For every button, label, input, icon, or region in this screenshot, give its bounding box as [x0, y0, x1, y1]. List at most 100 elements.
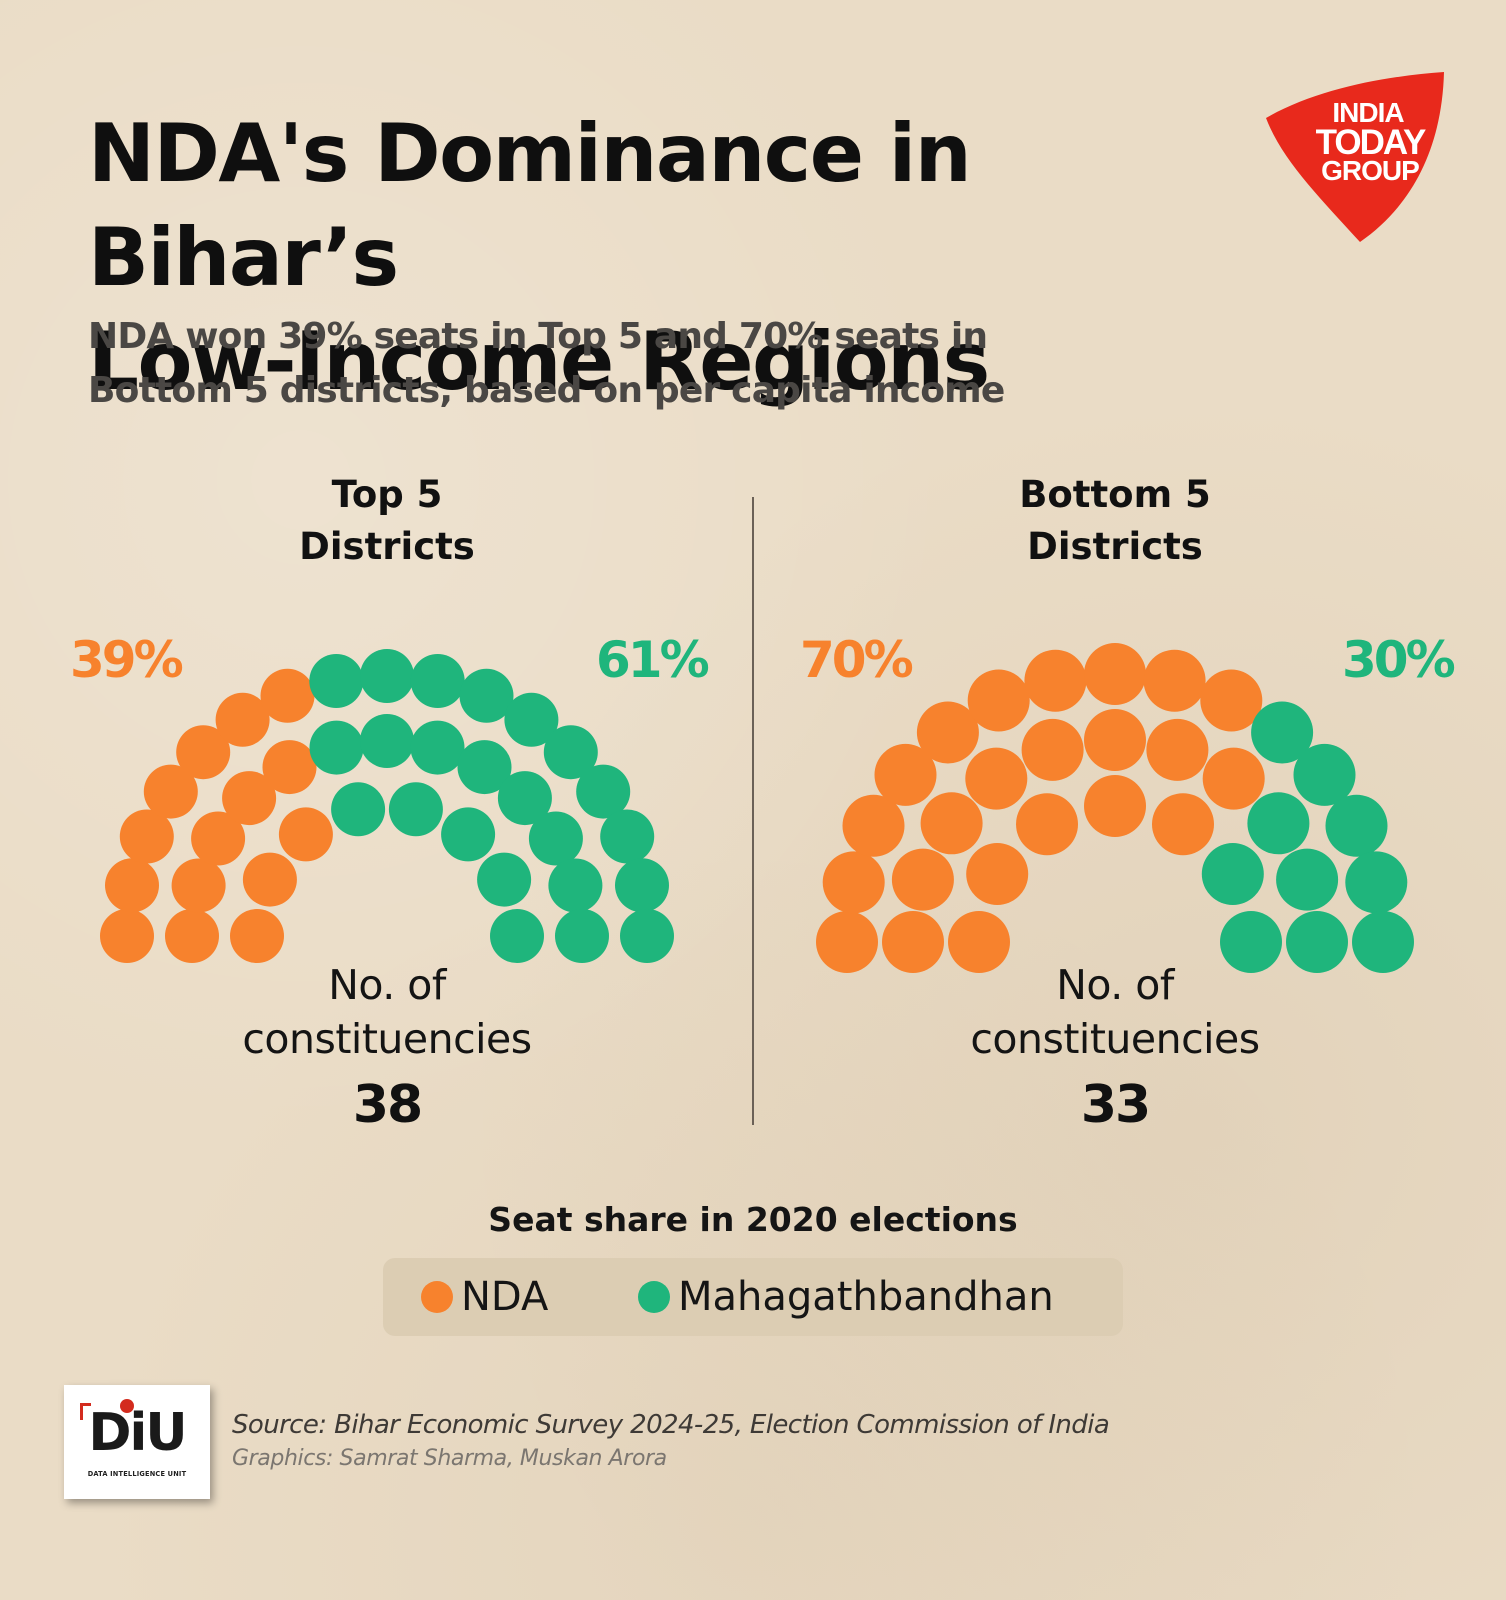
- seat-nda: [242, 852, 297, 907]
- seat-nda: [948, 911, 1010, 973]
- seat-mahagathbandhan: [459, 668, 514, 723]
- seat-nda: [1200, 669, 1263, 732]
- graphics-credit: Graphics: Samrat Sharma, Muskan Arora: [232, 1446, 667, 1471]
- seat-nda: [965, 747, 1028, 810]
- seat-mahagathbandhan: [410, 654, 465, 708]
- panel-bottom-5: Bottom 5 Districts 70% 30% No. of consti…: [800, 473, 1458, 1135]
- title-line-1: NDA's Dominance in Bihar’s: [88, 107, 972, 304]
- seat-mahagathbandhan: [1345, 851, 1408, 914]
- seat-arc: [100, 649, 674, 963]
- page-title: NDA's Dominance in Bihar’s Low-Income Re…: [88, 102, 1238, 414]
- constituencies-label-line-1: No. of: [1056, 961, 1176, 1009]
- seat-mahagathbandhan: [543, 725, 598, 780]
- seat-mahagathbandhan: [555, 909, 609, 963]
- seat-nda: [920, 792, 983, 855]
- seat-nda: [230, 909, 284, 963]
- seat-nda: [1202, 747, 1265, 810]
- india-today-group-logo: INDIA TODAY GROUP: [1266, 72, 1444, 242]
- seat-nda: [967, 669, 1030, 732]
- legend-item-nda: NDA: [421, 1258, 548, 1336]
- seat-nda: [191, 811, 246, 866]
- seat-mahagathbandhan: [548, 858, 603, 913]
- seat-mahagathbandhan: [1220, 911, 1282, 973]
- panel-top-5: Top 5 Districts 39% 61% No. of constitue…: [70, 473, 712, 1135]
- legend-label-mahagathbandhan: Mahagathbandhan: [678, 1274, 1054, 1320]
- seat-mahagathbandhan: [360, 649, 414, 703]
- seat-nda: [842, 794, 905, 857]
- seat-nda: [260, 668, 315, 723]
- seat-nda: [165, 909, 219, 963]
- seat-nda: [222, 771, 277, 826]
- seat-nda: [143, 764, 198, 819]
- seat-nda: [119, 809, 174, 864]
- seat-mahagathbandhan: [1352, 911, 1414, 973]
- seat-nda: [215, 692, 270, 747]
- seat-nda: [1084, 643, 1146, 705]
- seat-mahagathbandhan: [497, 771, 552, 826]
- legend-item-mahagathbandhan: Mahagathbandhan: [638, 1258, 1054, 1336]
- constituencies-total: 33: [1081, 1075, 1149, 1135]
- constituencies-total: 38: [353, 1075, 421, 1135]
- seat-nda: [1143, 649, 1206, 712]
- seat-mahagathbandhan: [1286, 911, 1348, 973]
- seat-mahagathbandhan: [309, 720, 364, 775]
- pct-label-mgb: 61%: [596, 631, 709, 689]
- constituencies-label-line-2: constituencies: [242, 1015, 531, 1063]
- seat-arc: [816, 643, 1414, 973]
- seat-mahagathbandhan: [410, 720, 465, 775]
- legend-dot-mahagathbandhan: [638, 1281, 670, 1313]
- seat-mahagathbandhan: [528, 811, 583, 866]
- seat-mahagathbandhan: [504, 692, 559, 747]
- seat-nda: [100, 909, 154, 963]
- panel-title-line-1: Top 5: [332, 473, 443, 516]
- logo-line-3: GROUP: [1321, 155, 1419, 186]
- seat-mahagathbandhan: [490, 909, 544, 963]
- seat-mahagathbandhan: [1251, 701, 1314, 764]
- source-credit: Source: Bihar Economic Survey 2024-25, E…: [232, 1410, 1110, 1440]
- legend-title: Seat share in 2020 elections: [488, 1200, 1018, 1239]
- logo-line-2: TODAY: [1316, 123, 1426, 162]
- pct-label-mgb: 30%: [1342, 631, 1455, 689]
- seat-mahagathbandhan: [457, 740, 512, 795]
- diu-bracket-icon: [80, 1403, 91, 1420]
- panel-title-line-2: Districts: [1027, 525, 1203, 568]
- seat-nda: [1152, 793, 1214, 856]
- seat-nda: [874, 743, 937, 806]
- panel-title-line-2: Districts: [299, 525, 475, 568]
- subtitle-line-1: NDA won 39% seats in Top 5 and 70% seats…: [88, 316, 988, 357]
- seat-nda: [891, 848, 954, 911]
- subtitle: NDA won 39% seats in Top 5 and 70% seats…: [88, 310, 1088, 418]
- seat-nda: [1024, 649, 1087, 712]
- seat-nda: [1084, 709, 1146, 771]
- diu-subtitle: DATA INTELLIGENCE UNIT: [87, 1470, 187, 1478]
- logo-line-1: INDIA: [1332, 97, 1404, 128]
- seat-nda: [262, 740, 317, 795]
- seat-nda: [171, 858, 226, 913]
- seat-mahagathbandhan: [620, 909, 674, 963]
- seat-mahagathbandhan: [576, 764, 631, 819]
- seat-mahagathbandhan: [477, 852, 532, 907]
- seat-nda: [916, 701, 979, 764]
- seat-nda: [176, 725, 231, 780]
- seat-nda: [1016, 793, 1078, 856]
- legend-dot-nda: [421, 1281, 453, 1313]
- logo-shield-shape: [1266, 72, 1444, 242]
- seat-mahagathbandhan: [1325, 794, 1388, 857]
- legend: NDA Mahagathbandhan: [383, 1258, 1123, 1336]
- legend-label-nda: NDA: [461, 1274, 549, 1320]
- seat-mahagathbandhan: [1201, 843, 1264, 905]
- seat-mahagathbandhan: [1247, 792, 1310, 855]
- subtitle-line-2: Bottom 5 districts, based on per capita …: [88, 370, 1005, 411]
- seat-nda: [882, 911, 944, 973]
- seat-mahagathbandhan: [1276, 848, 1339, 911]
- seat-mahagathbandhan: [441, 807, 496, 862]
- constituencies-label-line-2: constituencies: [970, 1015, 1259, 1063]
- seat-nda: [1146, 718, 1209, 781]
- seat-nda: [278, 807, 333, 862]
- seat-mahagathbandhan: [600, 809, 655, 864]
- seat-mahagathbandhan: [1293, 743, 1356, 806]
- panel-title-line-1: Bottom 5: [1019, 473, 1211, 516]
- title-line-2: Low-Income Regions: [88, 315, 990, 408]
- constituencies-label-line-1: No. of: [328, 961, 448, 1009]
